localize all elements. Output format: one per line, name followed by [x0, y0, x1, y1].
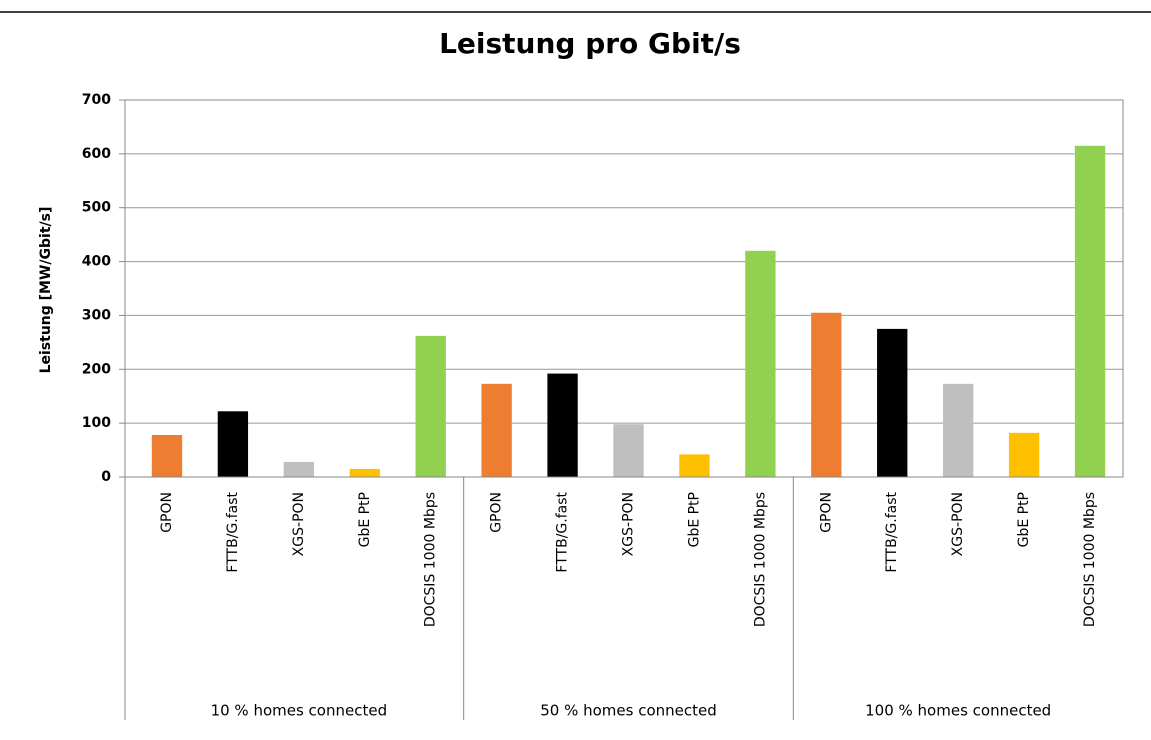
x-tick-label: DOCSIS 1000 Mbps	[423, 492, 439, 627]
group-label: 100 % homes connected	[865, 702, 1051, 720]
bar	[547, 373, 578, 477]
x-tick-label: XGS-PON	[621, 492, 637, 556]
x-tick-label: GPON	[818, 492, 834, 533]
x-tick-label: GPON	[159, 492, 175, 533]
x-tick-label: DOCSIS 1000 Mbps	[752, 492, 768, 627]
bar	[679, 454, 710, 477]
y-tick-label: 400	[82, 254, 111, 270]
y-tick-label: 500	[82, 200, 111, 216]
bar	[1074, 145, 1106, 477]
x-tick-label: XGS-PON	[291, 492, 307, 556]
group-label: 50 % homes connected	[540, 702, 717, 720]
y-tick-label: 100	[82, 415, 111, 431]
bar	[415, 335, 446, 477]
chart-title: Leistung pro Gbit/s	[439, 27, 741, 60]
y-tick-label: 700	[82, 92, 111, 108]
y-tick-label: 200	[82, 361, 111, 377]
x-tick-label: GbE PtP	[1016, 492, 1032, 547]
group-label: 10 % homes connected	[211, 702, 388, 720]
x-tick-label: FTTB/G.fast	[225, 491, 241, 572]
bar	[151, 434, 183, 477]
x-tick-label: XGS-PON	[950, 492, 966, 556]
x-tick-label: FTTB/G.fast	[884, 491, 900, 572]
x-tick-label: FTTB/G.fast	[555, 491, 571, 572]
bar	[943, 383, 974, 477]
x-tick-label: GPON	[489, 492, 505, 533]
x-tick-label: DOCSIS 1000 Mbps	[1082, 492, 1098, 627]
y-tick-label: 600	[82, 146, 111, 162]
x-tick-label: GbE PtP	[357, 492, 373, 547]
bar	[217, 411, 249, 477]
y-tick-label: 300	[82, 307, 111, 323]
bar	[283, 461, 314, 477]
bar	[811, 312, 842, 477]
bar	[1008, 432, 1040, 477]
bar	[613, 424, 644, 477]
y-tick-label: 0	[101, 469, 111, 485]
bar	[481, 383, 512, 477]
x-tick-label: GbE PtP	[686, 492, 702, 547]
bar	[349, 468, 380, 477]
y-axis-label: Leistung [MW/Gbit/s]	[38, 207, 54, 374]
bar	[745, 250, 776, 477]
bar	[877, 328, 908, 477]
